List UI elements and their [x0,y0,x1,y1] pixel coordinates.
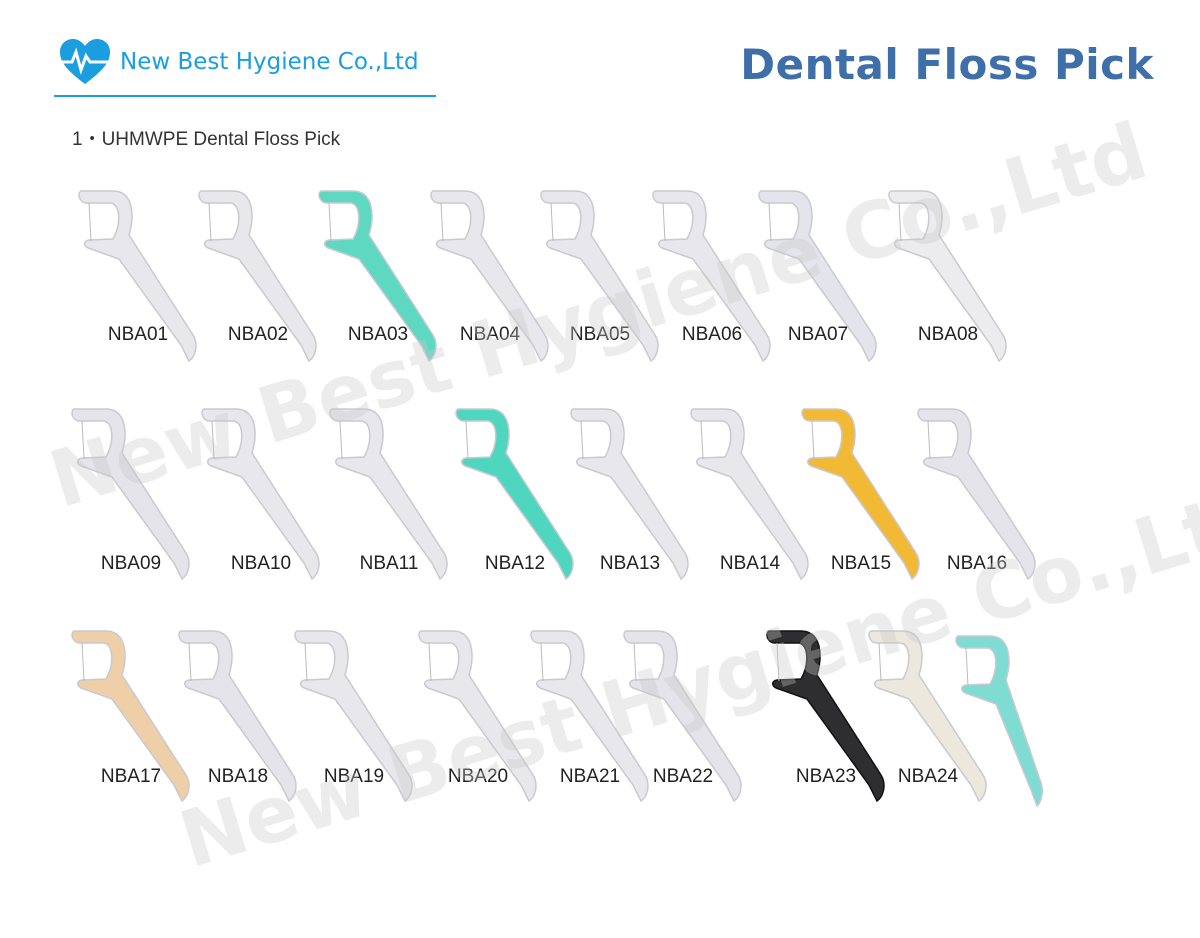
product-code-label: NBA04 [459,324,521,345]
page-title: Dental Floss Pick [740,40,1154,89]
product-code-label: NBA03 [347,324,409,345]
product-code-label: NBA02 [227,324,289,345]
product-nba01 [73,185,223,365]
floss-pick-image [178,630,297,803]
company-logo: New Best Hygiene Co.,Ltd [58,38,419,86]
product-code-label: NBA17 [100,766,162,787]
product-nba24 [863,625,1013,805]
product-nba09 [66,403,216,583]
product-nba14 [685,403,835,583]
product-code-label: NBA09 [100,553,162,574]
product-nba23 [761,625,911,805]
product-code-label: NBA24 [897,766,959,787]
product-code-label: NBA12 [484,553,546,574]
floss-pick-image [455,408,574,581]
floss-pick-image [201,408,320,581]
floss-pick-image [430,190,549,363]
product-nba06 [647,185,797,365]
product-code-label: NBA07 [787,324,849,345]
product-code-label: NBA22 [652,766,714,787]
product-code-label: NBA23 [795,766,857,787]
floss-pick-image [888,190,1007,363]
company-name: New Best Hygiene Co.,Ltd [120,49,419,75]
product-code-label: NBA18 [207,766,269,787]
product-code-label: NBA19 [323,766,385,787]
product-nba10 [196,403,346,583]
product-code-label: NBA08 [917,324,979,345]
product-nba13 [565,403,715,583]
product-nba02 [193,185,343,365]
product-nba08 [883,185,1033,365]
floss-pick-image [758,190,877,363]
product-nba04 [425,185,575,365]
product-code-label: NBA10 [230,553,292,574]
floss-pick-image [652,190,771,363]
product-nba17 [66,625,216,805]
product-code-label: NBA21 [559,766,621,787]
floss-pick-image [690,408,809,581]
product-nba15 [796,403,946,583]
product-nba21 [525,625,675,805]
floss-pick-image [623,630,742,803]
floss-pick-image [530,630,649,803]
floss-pick-image [917,408,1036,581]
floss-pick-image [318,190,437,363]
product-nba12 [450,403,600,583]
floss-pick-image [801,408,920,581]
product-code-label: NBA13 [599,553,661,574]
product-nba20 [413,625,563,805]
floss-pick-image [955,635,1043,808]
section-title: 1・UHMWPE Dental Floss Pick [72,129,341,150]
product-code-label: NBA15 [830,553,892,574]
heart-pulse-icon [60,39,110,84]
product-code-label: NBA01 [107,324,169,345]
floss-pick-image [766,630,885,803]
product-nba19 [289,625,439,805]
product-nba24-variant [950,630,1100,810]
product-code-label: NBA05 [569,324,631,345]
floss-pick-image [868,630,987,803]
floss-pick-image [540,190,659,363]
floss-pick-image [78,190,197,363]
floss-pick-image [294,630,413,803]
floss-pick-image [570,408,689,581]
product-nba18 [173,625,323,805]
floss-pick-image [329,408,448,581]
product-code-label: NBA06 [681,324,743,345]
product-nba03 [313,185,463,365]
product-code-label: NBA16 [946,553,1008,574]
floss-pick-image [198,190,317,363]
product-code-label: NBA20 [447,766,509,787]
product-nba22 [618,625,768,805]
floss-pick-image [71,630,190,803]
product-code-label: NBA11 [359,553,419,574]
product-code-label: NBA14 [719,553,781,574]
product-nba05 [535,185,685,365]
product-nba11 [324,403,474,583]
product-nba16 [912,403,1062,583]
floss-pick-image [71,408,190,581]
floss-pick-image [418,630,537,803]
product-nba07 [753,185,903,365]
header-divider [54,95,436,97]
